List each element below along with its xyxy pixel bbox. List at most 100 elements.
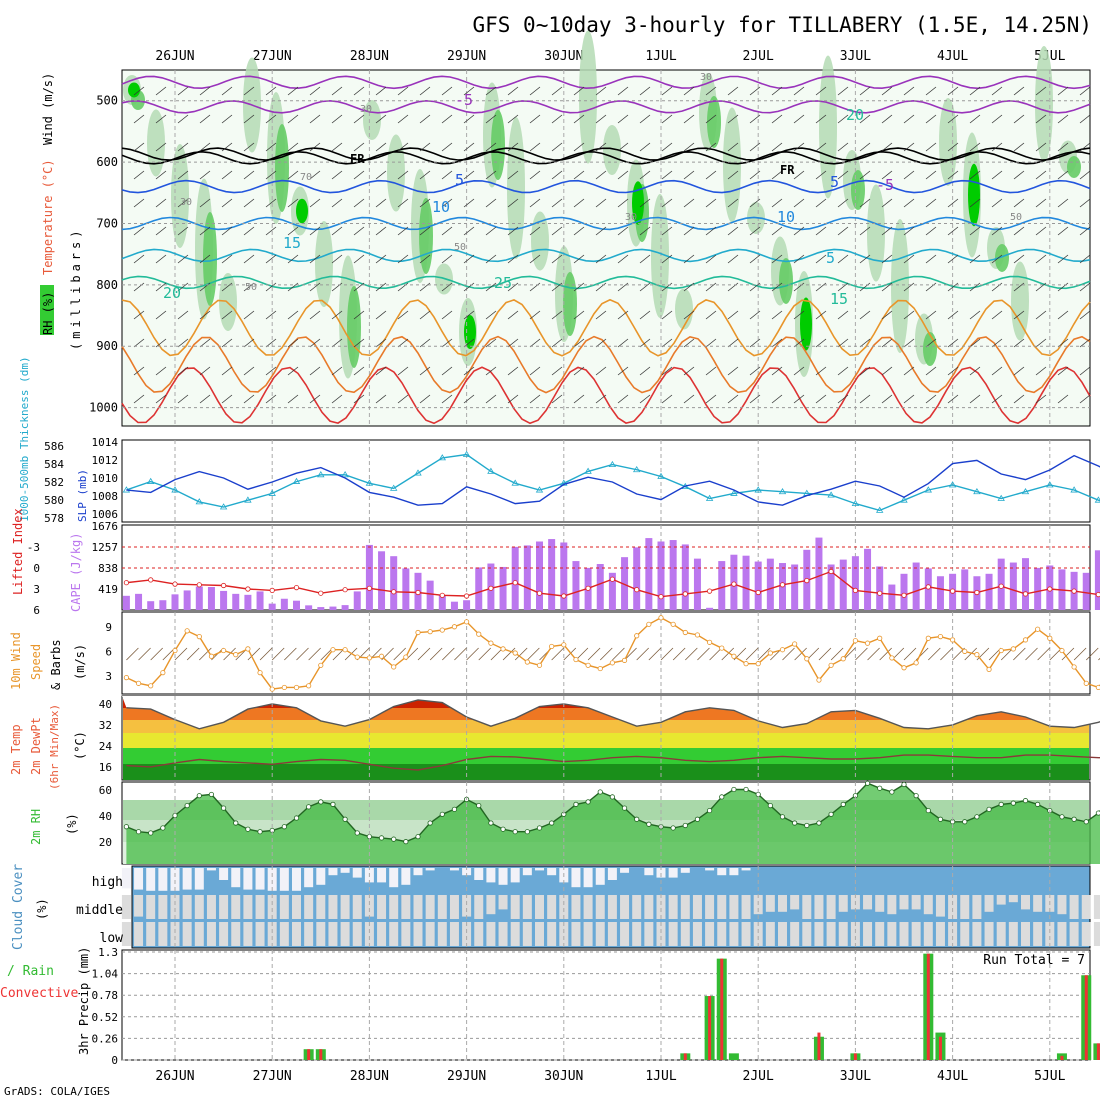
wind-barb xyxy=(177,282,189,292)
wind-barb xyxy=(617,142,629,152)
rh-patch-mid xyxy=(923,332,937,366)
cape-bar xyxy=(864,548,872,610)
thickness-point xyxy=(414,469,422,476)
isotherm-line xyxy=(121,179,1091,194)
cape-bar xyxy=(183,590,191,610)
wind-barb xyxy=(1057,86,1069,96)
wind-barb xyxy=(947,394,959,404)
rh2m-point xyxy=(281,824,287,830)
wind-barb xyxy=(859,338,871,348)
wind-barb xyxy=(155,114,167,124)
cloud_low-gap xyxy=(437,922,447,946)
cape-bar xyxy=(378,551,386,610)
wind-barb xyxy=(221,254,233,264)
temp-ylabel-1: 2m Temp xyxy=(9,724,23,775)
cloud_low-gap xyxy=(389,922,399,946)
cloud_mid-gap xyxy=(559,895,569,919)
wind-barb xyxy=(749,198,761,208)
wind-speed-point xyxy=(354,654,360,660)
thickness-point xyxy=(292,477,301,484)
wind-barb xyxy=(507,394,519,404)
wind-barb xyxy=(397,142,409,152)
cloud_mid-gap xyxy=(170,895,180,919)
thickness-point xyxy=(146,477,155,484)
isotherm-labels: -5 5 10 15 20 25 10 5 15 20 -5 5 xyxy=(163,91,894,308)
cloud_low-gap xyxy=(1045,922,1055,946)
wind-barb xyxy=(463,86,475,96)
cloud_low-gap xyxy=(547,922,557,946)
cloud_high-gap xyxy=(304,868,314,888)
cloud_high-gap xyxy=(522,868,532,876)
wind-barb xyxy=(155,254,167,264)
wind-barb xyxy=(573,86,585,96)
wind-barb xyxy=(815,394,827,404)
slp-line xyxy=(126,454,1100,506)
cape-bar xyxy=(426,580,434,610)
cloud_mid-gap xyxy=(826,895,836,919)
cloud_mid-gap xyxy=(583,895,593,919)
wind-barb-10m xyxy=(709,647,722,661)
wind-barb xyxy=(771,226,783,236)
wind-barb xyxy=(177,114,189,124)
cloud_high-gap xyxy=(182,868,192,890)
temp-band xyxy=(123,733,1089,748)
cloud_low-gap xyxy=(778,922,787,946)
cloud_mid-gap xyxy=(984,895,994,912)
cloud_low-gap xyxy=(522,922,532,946)
wind-barb xyxy=(595,394,607,404)
cloud_high-gap xyxy=(255,868,265,890)
cape-bar xyxy=(876,566,884,610)
wind-barb xyxy=(837,254,849,264)
cloud_mid-gap xyxy=(498,895,508,910)
wind-speed-point xyxy=(779,647,786,653)
cloud_mid-gap xyxy=(705,895,715,919)
wind-barb xyxy=(903,338,915,348)
cape-bar xyxy=(450,601,458,610)
wind-barb xyxy=(991,254,1003,264)
wind-barb-10m xyxy=(818,647,832,661)
temp-tick-label: 32 xyxy=(99,719,112,732)
wind-barb xyxy=(177,142,189,152)
li-point xyxy=(391,589,397,595)
wind-barb-10m xyxy=(636,647,649,661)
rh2m-point xyxy=(221,805,227,811)
cloud_high-gap xyxy=(729,868,739,876)
cloud_mid-gap xyxy=(352,895,362,919)
pressure-tick-label: 800 xyxy=(96,278,118,292)
wind-barb xyxy=(419,114,431,124)
cloud_low-gap xyxy=(340,922,350,946)
thickness-point xyxy=(900,496,908,503)
wind-barb xyxy=(991,198,1003,208)
wind-barb xyxy=(683,366,695,376)
isotherm-label: 5 xyxy=(830,173,839,191)
cape-ylabel-right: CAPE (J/kg) xyxy=(69,533,83,612)
temp-band xyxy=(123,748,1089,764)
wind-speed-point xyxy=(828,662,834,668)
rh2m-point xyxy=(536,825,543,831)
cape-bar xyxy=(827,564,835,610)
wind-barb xyxy=(661,170,673,180)
rh2m-point xyxy=(913,793,919,799)
thickness-point xyxy=(948,481,957,488)
wind-barb xyxy=(1035,170,1047,180)
cloud_low-gap xyxy=(535,922,544,946)
rh-contour-label: 70 xyxy=(300,172,312,183)
wind-barb xyxy=(573,226,585,236)
top-date-label: 28JUN xyxy=(350,49,389,64)
wind-barb xyxy=(991,310,1003,320)
rh2m-point xyxy=(828,811,834,817)
wind-barb xyxy=(925,310,937,320)
rh2m-point xyxy=(415,834,421,840)
wind-barb xyxy=(815,338,827,348)
cape-bar xyxy=(390,556,398,610)
cloud_mid-gap xyxy=(996,895,1006,905)
wind-barb xyxy=(375,338,387,348)
rh2m-point xyxy=(391,836,397,842)
rh-patch-mid xyxy=(563,272,577,336)
wind-barb xyxy=(331,254,343,264)
wind-barb-10m xyxy=(563,647,577,661)
wind-barb xyxy=(749,310,761,320)
credit: GrADS: COLA/IGES xyxy=(4,1085,110,1098)
wind-barb-10m xyxy=(1013,647,1026,661)
